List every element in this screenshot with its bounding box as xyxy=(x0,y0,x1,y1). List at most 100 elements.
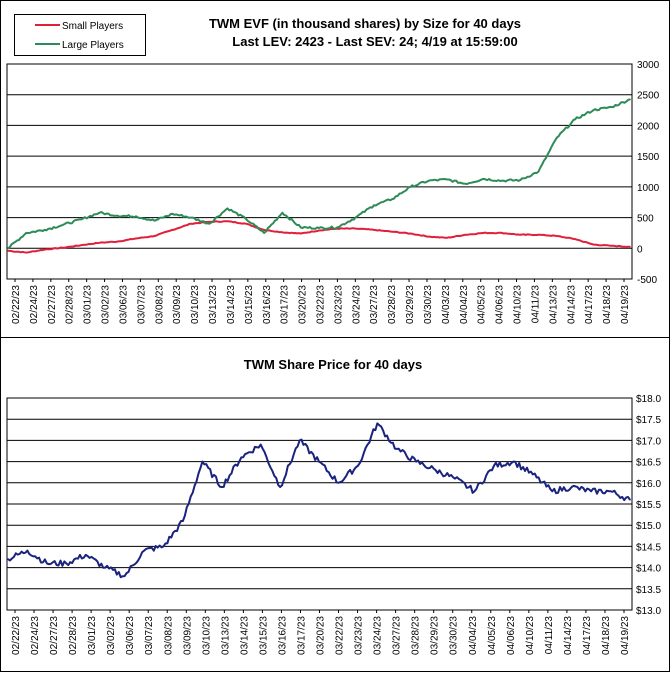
x-tick-label: 04/05/23 xyxy=(487,616,498,655)
legend-label-small-players: Small Players xyxy=(62,21,123,32)
data-point xyxy=(318,460,320,463)
data-point xyxy=(65,562,68,565)
data-point xyxy=(298,439,301,442)
x-tick-label: 04/10/23 xyxy=(525,616,536,655)
data-point xyxy=(104,566,106,569)
x-tick-label: 03/29/23 xyxy=(430,616,441,655)
data-point xyxy=(574,238,576,240)
data-point xyxy=(201,460,204,463)
data-point xyxy=(226,220,229,223)
data-point xyxy=(263,232,265,234)
y-tick-label: $13.0 xyxy=(636,606,661,617)
x-tick-label: 02/22/23 xyxy=(11,616,22,655)
y-tick-label: -500 xyxy=(637,275,657,286)
data-point xyxy=(454,477,456,480)
x-tick-label: 04/13/23 xyxy=(548,285,559,324)
data-point xyxy=(519,233,522,236)
x-tick-label: 03/24/23 xyxy=(351,285,362,324)
x-tick-label: 03/02/23 xyxy=(101,285,112,324)
x-tick-label: 04/14/23 xyxy=(566,285,577,324)
data-point xyxy=(26,549,29,552)
y-tick-label: $14.5 xyxy=(636,542,661,553)
x-tick-label: 03/06/23 xyxy=(125,616,136,655)
y-tick-label: $14.0 xyxy=(636,564,661,575)
data-point xyxy=(190,216,192,219)
x-tick-label: 03/30/23 xyxy=(449,616,460,655)
x-tick-label: 03/14/23 xyxy=(226,285,237,324)
chart1-subtitle: Last LEV: 2423 - Last SEV: 24; 4/19 at 1… xyxy=(232,34,517,49)
x-tick-label: 02/27/23 xyxy=(47,285,58,324)
x-tick-label: 03/16/23 xyxy=(262,285,273,324)
x-tick-label: 03/23/23 xyxy=(333,285,344,324)
x-tick-label: 04/14/23 xyxy=(563,616,574,655)
y-tick-label: $17.0 xyxy=(636,436,661,447)
x-tick-label: 04/05/23 xyxy=(477,285,488,324)
plot-border xyxy=(6,63,633,280)
data-point xyxy=(446,178,448,181)
x-tick-label: 04/18/23 xyxy=(601,616,612,655)
x-tick-label: 03/20/23 xyxy=(316,616,327,655)
data-point xyxy=(574,118,576,121)
data-point xyxy=(7,249,9,252)
data-point xyxy=(84,554,87,556)
x-tick-label: 04/06/23 xyxy=(506,616,517,655)
data-point xyxy=(551,490,554,493)
data-point xyxy=(43,248,46,251)
chart2-plot-area: $18.0 $17.5 $17.0 $16.5 $16.0 $15.5 $15.0 $14.5… xyxy=(6,394,661,655)
data-point xyxy=(556,136,558,139)
data-point xyxy=(501,179,503,182)
y-tick-label: 3000 xyxy=(637,60,660,71)
data-point xyxy=(162,545,165,548)
data-point xyxy=(482,178,485,180)
data-point xyxy=(409,186,412,188)
y-tick-label: $16.5 xyxy=(636,458,661,469)
x-tick-label: 03/17/23 xyxy=(280,285,291,324)
x-tick-label: 04/17/23 xyxy=(582,616,593,655)
x-tick-label: 03/22/23 xyxy=(316,285,327,324)
data-point xyxy=(464,233,467,236)
x-tick-label: 02/24/23 xyxy=(30,616,41,655)
x-tick-label: 04/04/23 xyxy=(468,616,479,655)
data-point xyxy=(46,562,48,565)
data-point xyxy=(279,486,281,488)
y-tick-label: $15.0 xyxy=(636,521,661,532)
data-point xyxy=(80,244,82,247)
data-point xyxy=(221,486,223,488)
data-point xyxy=(98,241,101,244)
data-point xyxy=(7,558,9,560)
x-tick-label: 03/09/23 xyxy=(172,285,183,324)
data-point xyxy=(556,235,558,237)
x-tick-label: 02/24/23 xyxy=(29,285,40,324)
y-tick-label: 1500 xyxy=(637,152,660,163)
data-point xyxy=(80,218,82,221)
chart1-plot-area: 3000 2500 2000 1500 1000 500 0 -500 02/22/23 02/2… xyxy=(6,60,660,324)
y-tick-label: 2000 xyxy=(637,121,660,132)
x-tick-label: 03/15/23 xyxy=(244,285,255,324)
data-point xyxy=(512,460,515,463)
x-tick-label: 04/04/23 xyxy=(459,285,470,324)
y-tick-label: $18.0 xyxy=(636,394,661,405)
x-tick-label: 04/11/23 xyxy=(544,616,555,655)
data-point xyxy=(592,109,595,111)
data-point xyxy=(464,182,467,185)
y-tick-label: $13.5 xyxy=(636,585,661,596)
data-point xyxy=(245,222,247,225)
data-point xyxy=(62,246,64,249)
data-point xyxy=(537,170,540,173)
data-point xyxy=(493,465,495,467)
data-point xyxy=(116,240,119,243)
data-point xyxy=(245,218,247,220)
data-point xyxy=(299,232,302,235)
x-tick-label: 03/13/23 xyxy=(220,616,231,655)
x-tick-label: 03/29/23 xyxy=(405,285,416,324)
data-point xyxy=(208,221,211,223)
x-tick-label: 03/02/23 xyxy=(106,616,117,655)
data-point xyxy=(590,490,592,493)
x-tick-label: 03/08/23 xyxy=(163,616,174,655)
data-point xyxy=(592,243,595,246)
x-tick-label: 03/10/23 xyxy=(201,616,212,655)
x-tick-label: 03/20/23 xyxy=(298,285,309,324)
data-point xyxy=(123,575,126,577)
data-point xyxy=(446,237,448,239)
